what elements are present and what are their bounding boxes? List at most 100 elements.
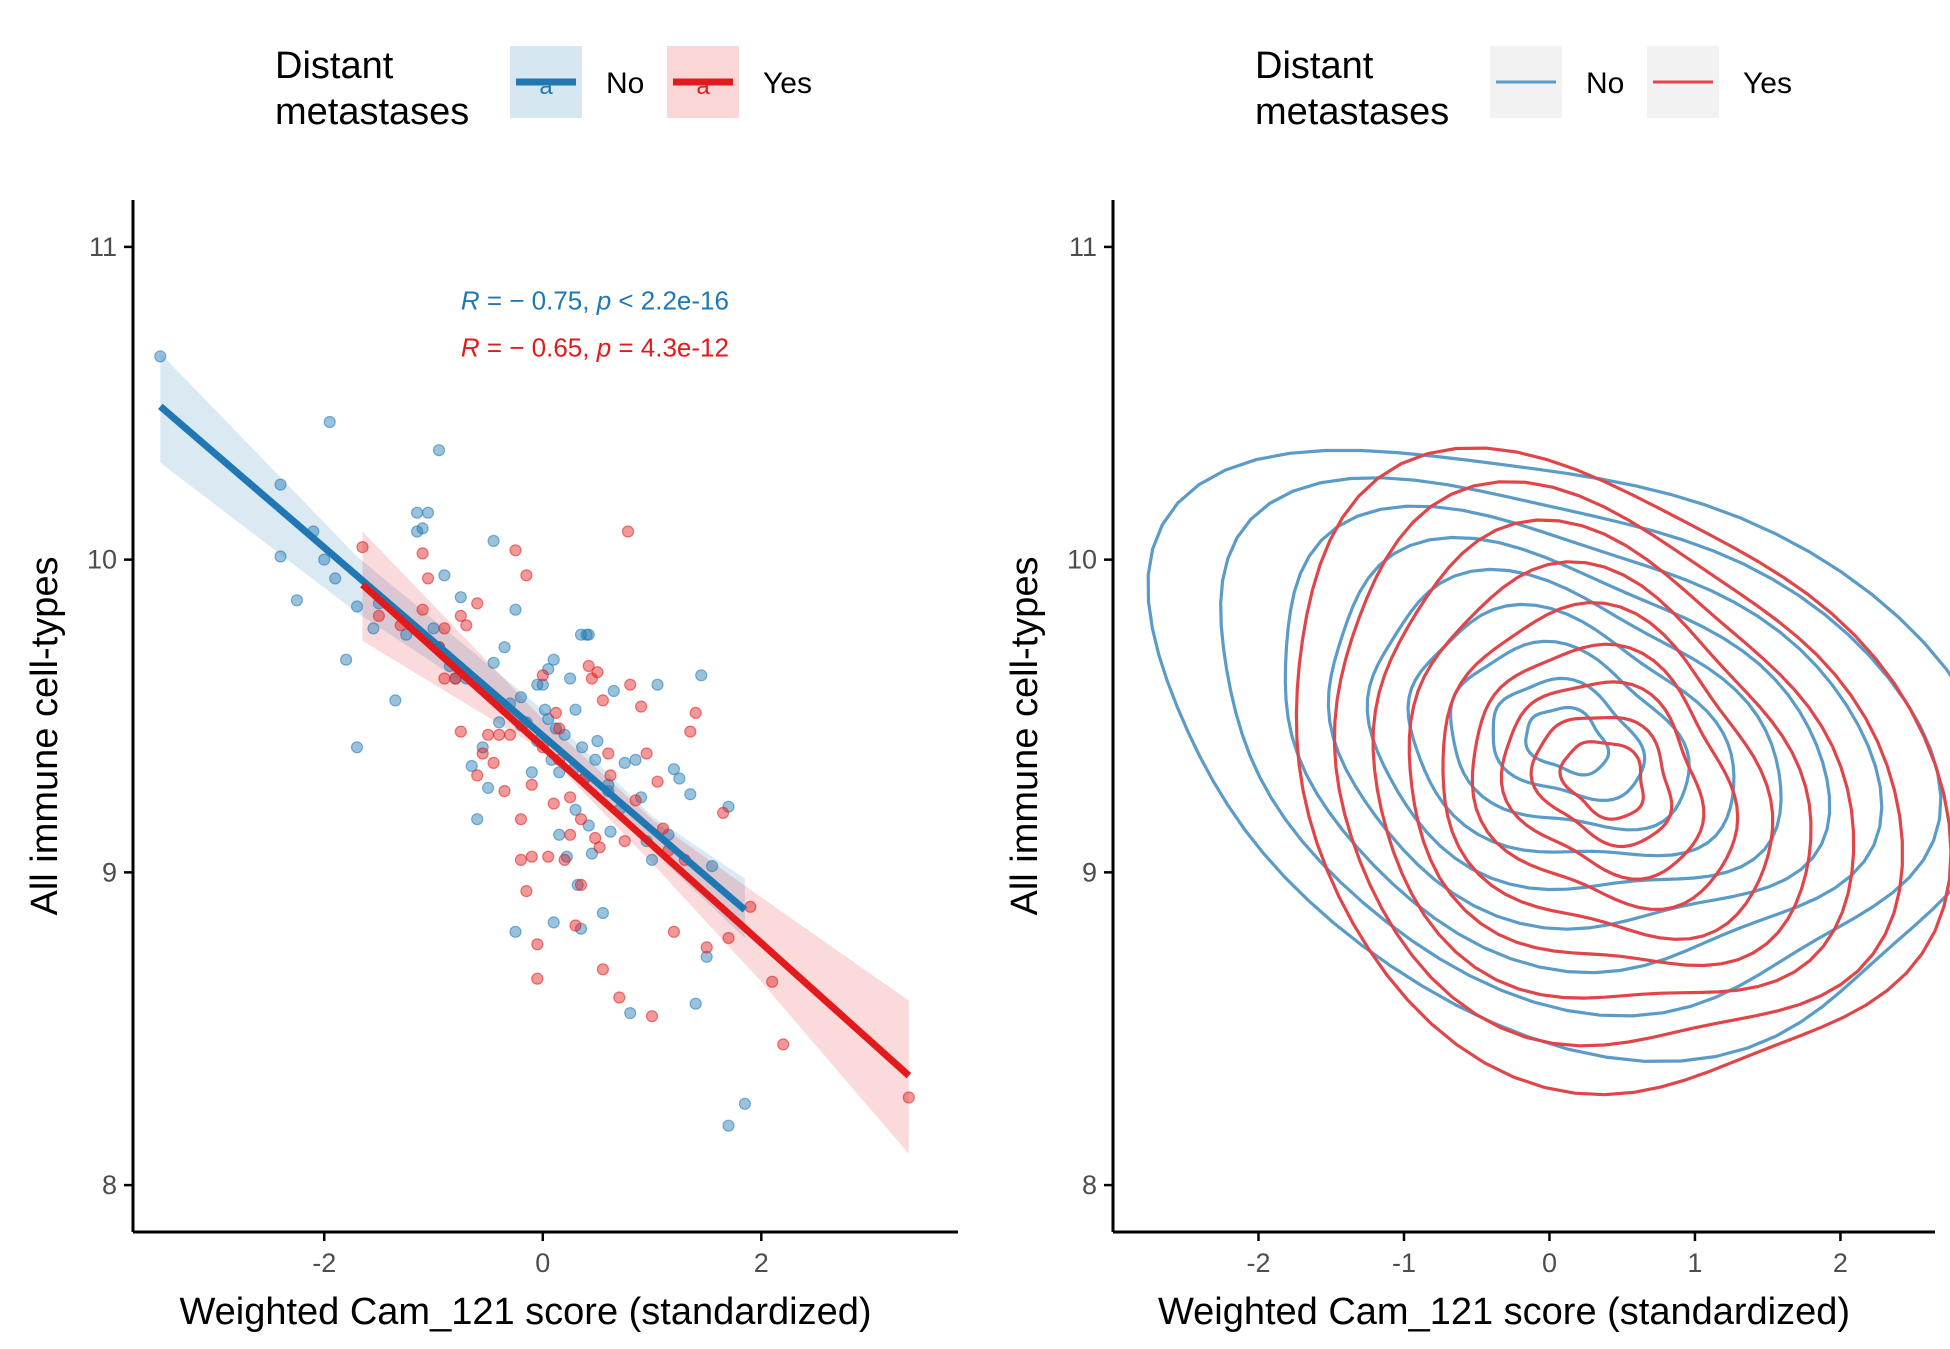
data-point-no [471, 813, 484, 826]
data-point-yes [525, 850, 538, 863]
legend-title: Distant [275, 45, 394, 87]
data-point-yes [667, 925, 681, 938]
data-point-yes [547, 797, 560, 810]
annotation-r-symbol: R [461, 285, 480, 315]
annotation-r-text: = − 0.75, [480, 285, 597, 315]
data-point-no [645, 853, 659, 867]
data-point-yes [531, 972, 544, 985]
data-point-no [476, 741, 489, 754]
annotation-p-text: = 4.3e-12 [611, 332, 729, 362]
data-point-no [582, 628, 595, 641]
data-point-yes [640, 747, 653, 760]
data-point-yes [634, 700, 648, 713]
y-tick-label: 10 [87, 545, 117, 575]
confidence-band-yes [362, 531, 909, 1154]
y-tick-label: 8 [1082, 1170, 1097, 1200]
data-point-no [389, 694, 402, 707]
points-yes [356, 525, 915, 1104]
data-point-yes [689, 706, 702, 720]
data-point-yes [591, 666, 604, 679]
contour-line-no [1406, 602, 1736, 858]
contour-line-yes [1441, 601, 1775, 941]
data-point-yes [621, 525, 635, 538]
contour-line-yes [1294, 446, 1950, 1097]
data-point-no [629, 753, 642, 766]
data-point-no [350, 741, 364, 754]
contours-no [1146, 448, 1950, 1063]
data-point-no [323, 415, 336, 429]
data-point-no [553, 828, 566, 841]
data-point-no [509, 925, 522, 938]
right-axes: 8 9 10 11 -2 -1 0 1 2 Weighted Cam_121 score (sta… [1004, 200, 1935, 1333]
data-point-no [493, 716, 506, 729]
legend-label-no: No [1586, 67, 1624, 100]
right-plot-area [1146, 446, 1950, 1097]
data-point-no [400, 628, 413, 641]
annotation-p-symbol: p [596, 285, 611, 315]
data-point-no [411, 506, 424, 519]
contour-line-yes [1529, 715, 1674, 849]
data-point-yes [416, 547, 429, 560]
data-point-yes [596, 694, 610, 707]
data-point-yes [613, 991, 626, 1004]
data-point-no [427, 622, 440, 635]
data-point-yes [593, 841, 606, 854]
contour-line-no [1146, 448, 1950, 1063]
legend-key-no: No [1490, 46, 1624, 118]
contour-line-yes [1470, 642, 1740, 911]
data-point-yes [596, 963, 610, 976]
data-point-no [571, 878, 584, 892]
data-point-no [689, 997, 702, 1010]
annotation-p-symbol: p [596, 332, 611, 362]
data-point-no [274, 478, 287, 491]
data-point-yes [503, 728, 517, 741]
y-tick-label: 10 [1067, 545, 1097, 575]
data-point-yes [684, 725, 697, 738]
y-axis-title: All immune cell-types [1004, 557, 1046, 916]
data-point-yes [563, 828, 577, 841]
data-point-no [482, 781, 495, 795]
data-point-yes [902, 1091, 915, 1104]
data-point-yes [574, 878, 588, 892]
data-point-yes [509, 544, 522, 557]
y-tick-label: 9 [102, 857, 117, 887]
x-tick-label: 2 [754, 1248, 769, 1278]
data-point-no [563, 672, 577, 685]
data-point-no [591, 734, 604, 748]
data-point-yes [716, 806, 730, 820]
data-point-yes [777, 1038, 790, 1051]
x-tick-label: -1 [1392, 1248, 1416, 1278]
data-point-no [154, 350, 167, 363]
data-point-yes [549, 706, 563, 720]
contour-line-yes [1558, 740, 1645, 821]
legend-label-no: No [606, 67, 644, 100]
data-point-no [416, 522, 429, 535]
legend-label-yes: Yes [763, 67, 812, 100]
data-point-yes [356, 540, 369, 554]
data-point-yes [656, 822, 670, 835]
contour-line-yes [1371, 518, 1856, 1000]
data-point-yes [449, 672, 462, 685]
data-point-no [290, 594, 303, 607]
x-axis-title: Weighted Cam_121 score (standardized) [179, 1291, 871, 1333]
correlation-annotation-yes: R = − 0.65, p = 4.3e-12 [461, 332, 729, 362]
data-point-yes [624, 678, 637, 691]
annotation-p-text: < 2.2e-16 [611, 285, 729, 315]
data-point-no [509, 603, 522, 616]
y-tick-label: 9 [1082, 857, 1097, 887]
data-point-yes [454, 609, 467, 623]
data-point-no [738, 1097, 752, 1110]
y-axis-title: All immune cell-types [24, 557, 66, 916]
data-point-no [722, 1119, 735, 1132]
data-point-yes [536, 669, 549, 682]
data-point-no [673, 772, 686, 785]
data-point-yes [629, 794, 642, 807]
contour-line-no [1365, 567, 1783, 892]
legend-key-no: a No [510, 46, 644, 118]
data-point-no [684, 788, 697, 801]
data-point-no [575, 741, 589, 754]
legend-key-yes: a Yes [667, 46, 812, 118]
